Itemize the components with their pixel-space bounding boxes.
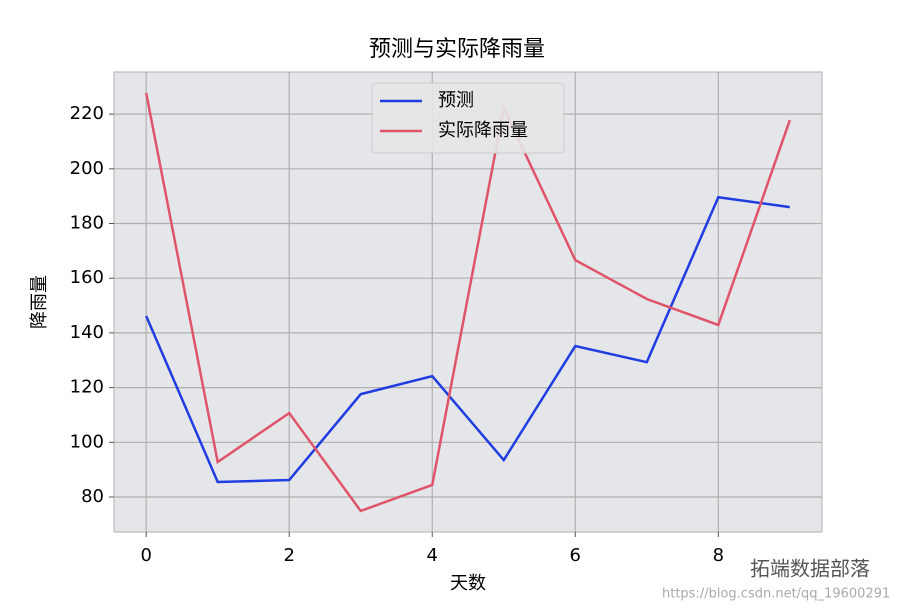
- chart-title: 预测与实际降雨量: [369, 37, 545, 62]
- y-axis-label: 降雨量: [29, 275, 50, 329]
- x-tick-label: 6: [570, 545, 581, 566]
- x-tick-label: 2: [283, 545, 294, 566]
- watermark-url: https://blog.csdn.net/qq_19600291: [662, 587, 890, 602]
- y-tick-label: 80: [81, 486, 104, 507]
- x-axis-label: 天数: [450, 573, 486, 594]
- line: [144, 92, 791, 513]
- y-tick-label: 160: [70, 267, 104, 288]
- legend-label: 实际降雨量: [438, 120, 528, 141]
- line: [145, 195, 790, 484]
- x-tick-label: 8: [713, 545, 724, 566]
- watermark: 拓端数据部落: [750, 557, 870, 581]
- legend-label: 预测: [438, 90, 474, 111]
- x-tick-label: 0: [140, 545, 151, 566]
- x-tick-label: 4: [427, 545, 438, 566]
- y-tick-label: 180: [70, 213, 104, 234]
- y-tick-label: 140: [70, 322, 104, 343]
- y-tick-label: 100: [70, 431, 104, 452]
- y-tick-label: 200: [70, 158, 104, 179]
- y-tick-label: 120: [70, 377, 104, 398]
- y-tick-label: 220: [70, 103, 104, 124]
